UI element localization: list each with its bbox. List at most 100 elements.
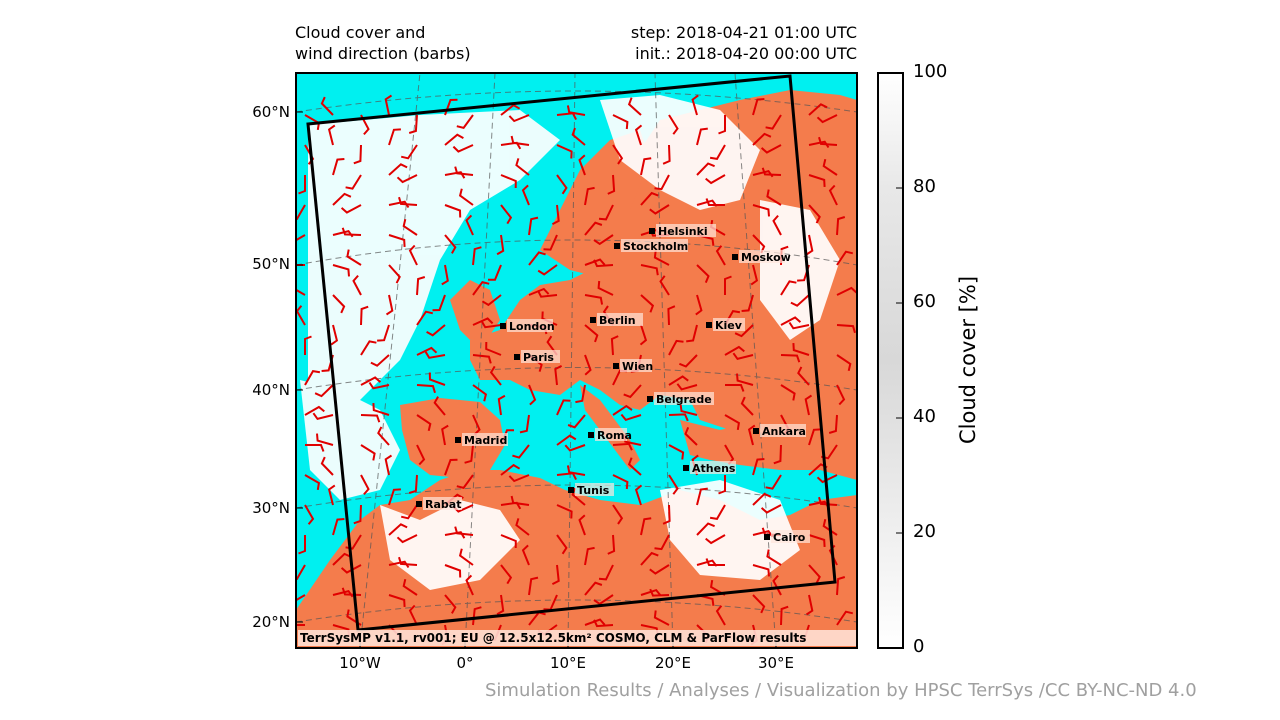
wind-barb <box>724 275 732 295</box>
wind-barb <box>584 581 603 596</box>
wind-barb <box>668 375 689 386</box>
city-label-madrid: Madrid <box>464 434 507 447</box>
wind-barb <box>818 136 838 146</box>
wind-barb <box>416 384 436 394</box>
wind-barb <box>578 514 586 536</box>
wind-barb <box>515 158 530 176</box>
wind-barb <box>296 288 306 296</box>
wind-barb <box>416 414 432 432</box>
wind-barb <box>808 140 830 149</box>
wind-barb <box>640 191 659 206</box>
wind-barb <box>752 204 770 217</box>
wind-barb <box>808 564 821 584</box>
wind-barb <box>472 384 488 402</box>
wind-barb <box>640 517 652 536</box>
wind-barb <box>416 444 426 466</box>
city-label-cairo: Cairo <box>773 531 806 544</box>
wind-barb <box>500 534 517 549</box>
wind-barb <box>836 576 846 596</box>
wind-barb <box>385 294 394 316</box>
wind-barb <box>752 132 772 146</box>
wind-barb <box>519 414 530 434</box>
colorbar-tick-60: 60 <box>913 291 936 312</box>
city-label-helsinki: Helsinki <box>658 225 708 238</box>
wind-barb <box>360 305 369 326</box>
city-label-moskow: Moskow <box>741 251 791 264</box>
city-marker-moskow <box>732 254 738 260</box>
lon-label-0: 0° <box>456 654 474 672</box>
wind-barb <box>398 556 418 566</box>
wind-barb <box>724 345 745 356</box>
wind-barb <box>732 352 754 361</box>
wind-barb <box>360 340 377 356</box>
city-label-bg-athens <box>690 461 736 474</box>
wind-barb <box>668 339 684 356</box>
wind-barb <box>314 384 334 398</box>
wind-barb <box>765 474 782 490</box>
wind-barb <box>828 184 838 206</box>
wind-barb <box>766 189 782 206</box>
wind-barb <box>396 174 418 184</box>
wind-barb <box>528 384 537 406</box>
wind-barb <box>452 144 474 153</box>
wind-barb <box>428 372 446 386</box>
wind-barb <box>444 204 462 218</box>
wind-barbs <box>296 94 857 646</box>
city-marker-belgrade <box>647 396 653 402</box>
wind-barb <box>340 564 362 574</box>
wind-barb <box>472 246 482 266</box>
wind-barb <box>696 522 715 536</box>
wind-barb <box>360 376 382 386</box>
wind-barb <box>584 294 604 305</box>
city-label-ankara: Ankara <box>762 425 806 438</box>
wind-barb <box>370 354 390 367</box>
wind-barb <box>598 204 614 221</box>
wind-barb <box>330 324 339 346</box>
wind-barb <box>662 144 671 165</box>
wind-barb <box>836 286 857 296</box>
wind-barb <box>408 244 418 266</box>
wind-barb <box>384 94 393 116</box>
wind-barb <box>388 200 410 209</box>
city-marker-roma <box>588 432 594 438</box>
wind-barb <box>408 474 418 494</box>
city-label-wien: Wien <box>622 360 653 373</box>
lon-label-30e: 30°E <box>757 654 795 672</box>
city-marker-london <box>500 323 506 329</box>
wind-barb <box>668 413 689 422</box>
model-domain-outline <box>306 74 837 632</box>
wind-barb <box>640 157 652 176</box>
wind-barb <box>298 535 306 555</box>
wind-barb <box>761 167 782 176</box>
colorbar <box>877 72 904 649</box>
uk-land <box>450 280 500 340</box>
city-label-bg-paris <box>521 350 560 363</box>
city-marker-stockholm <box>614 243 620 249</box>
wind-barb <box>500 204 513 225</box>
wind-barb <box>696 127 708 146</box>
city-marker-cairo <box>764 534 770 540</box>
wind-barb <box>620 413 642 422</box>
wind-barb <box>556 534 568 555</box>
wind-barb <box>627 457 642 476</box>
wind-barb <box>398 196 418 206</box>
city-label-bg-berlin <box>597 313 643 326</box>
wind-barb <box>296 594 306 602</box>
wind-barb <box>416 276 426 296</box>
wind-barb <box>433 396 446 416</box>
wind-barb <box>715 245 726 266</box>
wind-barb <box>760 144 782 154</box>
wind-barb <box>426 324 446 337</box>
wind-barb <box>750 264 759 286</box>
wind-barb <box>465 574 474 596</box>
lat-label-40n: 40°N <box>252 381 290 399</box>
wind-barb <box>508 114 530 123</box>
city-label-bg-madrid <box>462 433 508 446</box>
wind-barb <box>772 214 782 236</box>
wind-barb <box>640 294 655 313</box>
wind-barb <box>320 456 334 476</box>
wind-barb <box>464 444 474 464</box>
wind-barb <box>515 518 530 536</box>
city-markers: Helsinki Stockholm Moskow London Berlin Kiev P… <box>416 224 810 544</box>
wind-barb <box>571 487 586 506</box>
